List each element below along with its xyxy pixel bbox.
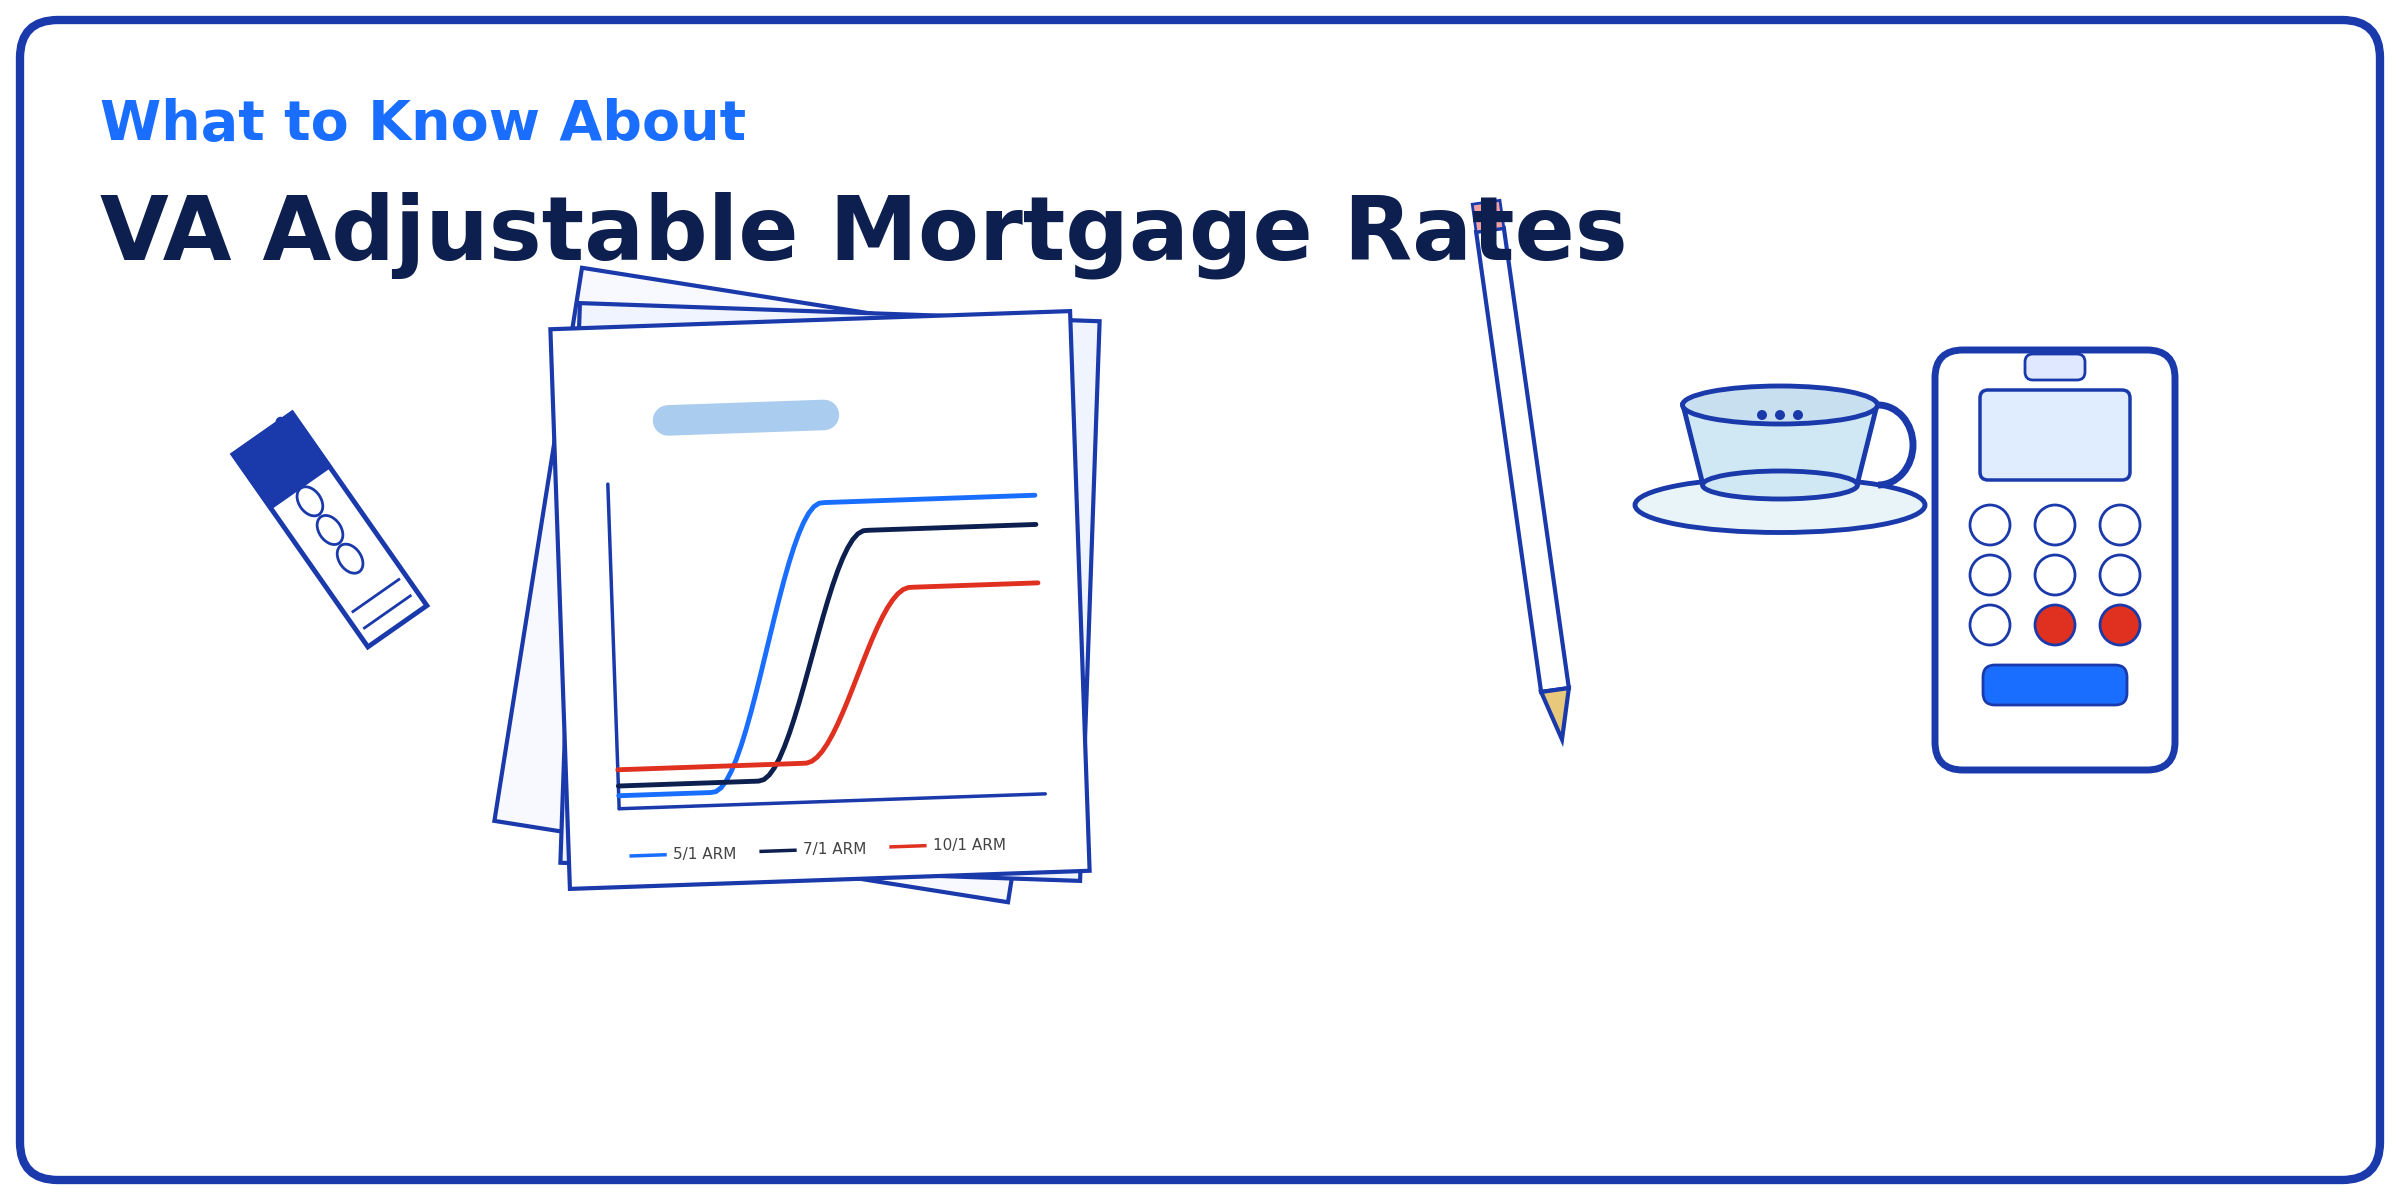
Text: 7/1 ARM: 7/1 ARM <box>802 842 866 858</box>
Polygon shape <box>1541 688 1570 739</box>
Circle shape <box>1776 410 1786 420</box>
Text: 10/1 ARM: 10/1 ARM <box>934 838 1006 853</box>
Text: What to Know About: What to Know About <box>101 98 746 152</box>
Ellipse shape <box>1702 470 1858 499</box>
Circle shape <box>1970 605 2011 646</box>
FancyBboxPatch shape <box>2026 354 2086 380</box>
Polygon shape <box>233 413 329 508</box>
Circle shape <box>1793 410 1802 420</box>
Circle shape <box>2035 505 2076 545</box>
FancyBboxPatch shape <box>1980 390 2131 480</box>
Polygon shape <box>1471 200 1505 232</box>
Polygon shape <box>1476 228 1570 692</box>
Circle shape <box>286 427 295 437</box>
Polygon shape <box>550 311 1090 889</box>
FancyBboxPatch shape <box>19 20 2381 1180</box>
Circle shape <box>1970 554 2011 595</box>
Polygon shape <box>494 268 1097 902</box>
Circle shape <box>2100 505 2141 545</box>
Circle shape <box>1970 505 2011 545</box>
Circle shape <box>2035 554 2076 595</box>
FancyBboxPatch shape <box>1982 665 2126 704</box>
Polygon shape <box>1682 404 1877 485</box>
Circle shape <box>2100 554 2141 595</box>
FancyBboxPatch shape <box>1934 350 2174 770</box>
Polygon shape <box>233 413 427 647</box>
Circle shape <box>1757 410 1766 420</box>
Ellipse shape <box>1682 386 1877 424</box>
Circle shape <box>276 416 286 427</box>
Ellipse shape <box>1634 478 1925 533</box>
Polygon shape <box>559 304 1099 881</box>
Text: VA Adjustable Mortgage Rates: VA Adjustable Mortgage Rates <box>101 191 1627 278</box>
Circle shape <box>2035 605 2076 646</box>
Text: 5/1 ARM: 5/1 ARM <box>672 847 737 862</box>
Circle shape <box>2100 605 2141 646</box>
Circle shape <box>269 433 281 444</box>
